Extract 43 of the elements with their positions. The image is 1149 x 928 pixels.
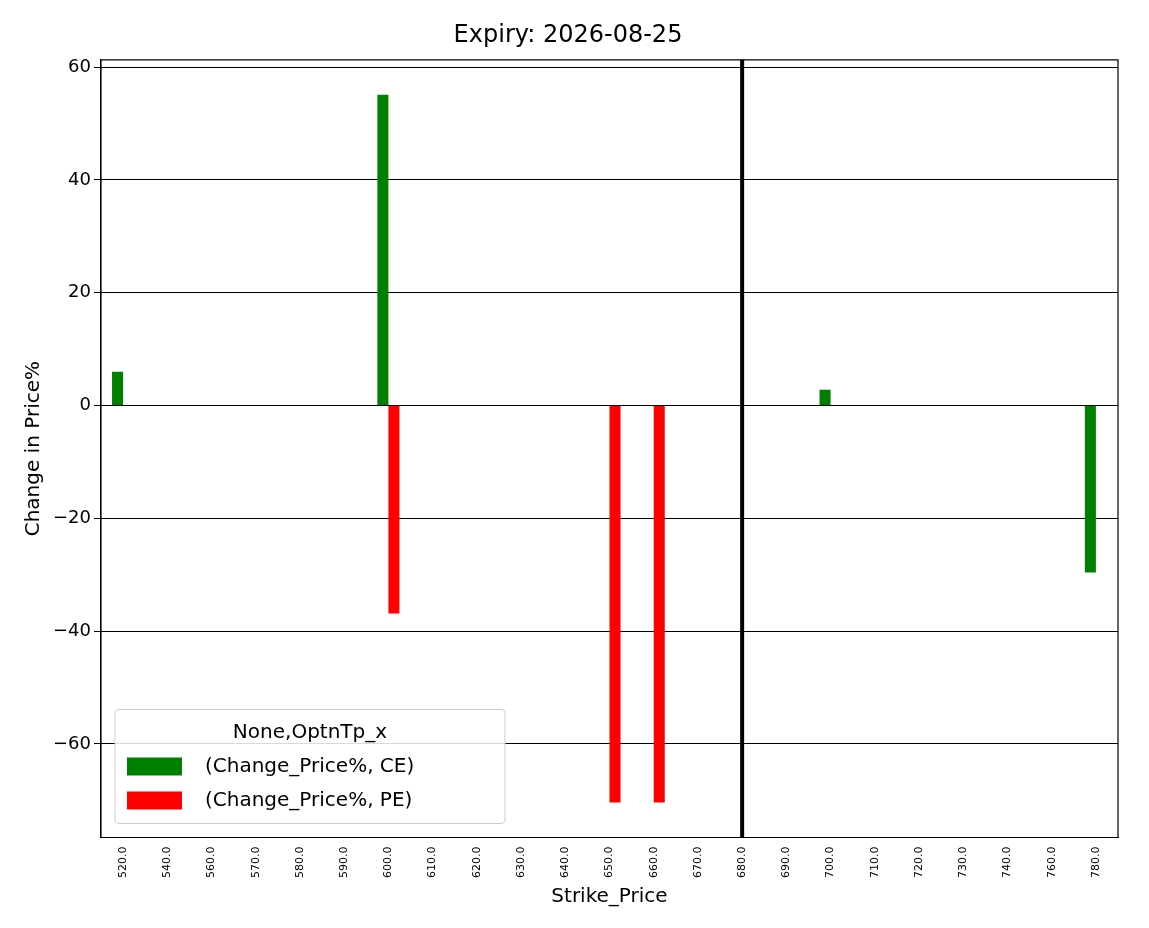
- x-tick-label: 520.0: [115, 846, 129, 879]
- x-tick-label: 580.0: [292, 846, 306, 879]
- y-tick-label: −60: [52, 731, 91, 753]
- x-tick-label: 620.0: [469, 846, 483, 879]
- bar: [1084, 406, 1096, 573]
- y-tick-label: −40: [52, 618, 91, 640]
- y-tick-label: 20: [68, 280, 91, 302]
- x-tick-label: 690.0: [779, 846, 793, 879]
- legend-label: (Change_Price%, PE): [204, 786, 413, 811]
- x-tick-label: 710.0: [867, 846, 881, 879]
- y-axis-title: Change in Price%: [20, 361, 45, 537]
- x-axis-title: Strike_Price: [551, 883, 668, 908]
- bar: [653, 406, 665, 803]
- bar: [112, 371, 124, 406]
- y-tick-label: −20: [52, 505, 91, 527]
- bar: [819, 389, 831, 406]
- bar: [609, 406, 621, 803]
- legend-title: None,OptnTp_x: [232, 718, 388, 743]
- x-tick-label: 590.0: [337, 846, 351, 879]
- y-tick-label: 60: [68, 54, 91, 76]
- x-tick-label: 630.0: [513, 846, 527, 879]
- bar: [377, 94, 389, 406]
- x-tick-label: 740.0: [1000, 846, 1014, 879]
- x-tick-label: 560.0: [204, 846, 218, 879]
- chart-title: Expiry: 2026-08-25: [453, 19, 683, 48]
- x-tick-label: 640.0: [558, 846, 572, 879]
- x-tick-label: 670.0: [690, 846, 704, 879]
- x-tick-label: 660.0: [646, 846, 660, 879]
- x-tick-label: 680.0: [735, 846, 749, 879]
- x-tick-label: 610.0: [425, 846, 439, 879]
- y-tick-label: 40: [68, 167, 91, 189]
- x-tick-label: 720.0: [911, 846, 925, 879]
- x-tick-label: 780.0: [1088, 846, 1102, 879]
- x-tick-label: 570.0: [248, 846, 262, 879]
- x-tick-label: 700.0: [823, 846, 837, 879]
- x-tick-label: 600.0: [381, 846, 395, 879]
- y-tick-label: 0: [79, 393, 91, 415]
- x-tick-label: 540.0: [160, 846, 174, 879]
- x-tick-label: 730.0: [956, 846, 970, 879]
- legend-label: (Change_Price%, CE): [204, 752, 415, 777]
- bar: [388, 406, 400, 614]
- x-tick-label: 760.0: [1044, 846, 1058, 879]
- x-tick-label: 650.0: [602, 846, 616, 879]
